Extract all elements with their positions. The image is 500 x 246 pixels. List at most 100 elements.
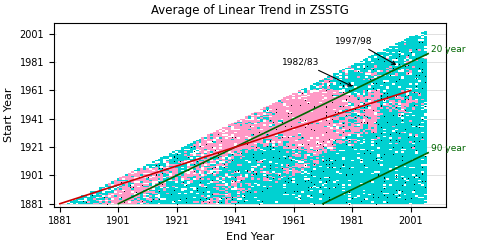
Point xyxy=(372,134,380,138)
Point xyxy=(304,142,312,146)
Point xyxy=(208,145,216,149)
Point xyxy=(272,127,280,131)
Point xyxy=(232,202,239,206)
Point xyxy=(304,101,312,105)
Point xyxy=(416,40,424,44)
Point xyxy=(325,162,333,166)
Point xyxy=(378,93,386,97)
Point xyxy=(319,159,327,163)
Point xyxy=(322,118,330,122)
Point xyxy=(406,50,414,54)
Point xyxy=(272,107,280,111)
Point xyxy=(302,125,310,129)
Point xyxy=(368,192,376,196)
Point xyxy=(176,159,184,163)
Point xyxy=(284,154,292,157)
Point xyxy=(368,81,376,85)
Point xyxy=(374,172,382,176)
Point xyxy=(392,175,400,179)
Point xyxy=(418,40,426,44)
Point xyxy=(275,149,283,153)
Point xyxy=(348,196,356,200)
Point xyxy=(325,121,333,125)
Point xyxy=(120,200,128,204)
Point xyxy=(158,171,166,175)
Point xyxy=(325,175,333,179)
Point xyxy=(325,137,333,140)
Point xyxy=(401,97,409,101)
Point xyxy=(360,108,368,112)
Point xyxy=(325,156,333,160)
Point xyxy=(319,192,327,196)
Point xyxy=(363,97,371,101)
Point xyxy=(395,62,403,65)
Point xyxy=(330,138,338,142)
Point xyxy=(214,151,222,155)
Point xyxy=(418,171,426,175)
Point xyxy=(214,132,222,136)
Point xyxy=(360,66,368,70)
Point xyxy=(190,169,198,173)
Point xyxy=(281,179,289,183)
Point xyxy=(158,182,166,186)
Point xyxy=(398,154,406,157)
Point xyxy=(170,188,178,192)
Point xyxy=(328,165,336,169)
Point xyxy=(249,132,257,136)
Point xyxy=(410,175,418,179)
Point xyxy=(243,141,251,145)
Point xyxy=(389,113,397,117)
Point xyxy=(232,169,239,173)
Point xyxy=(319,202,327,206)
Point xyxy=(322,106,330,109)
Point xyxy=(322,89,330,92)
Point xyxy=(354,97,362,101)
Point xyxy=(190,162,198,166)
Point xyxy=(328,161,336,165)
Point xyxy=(287,178,295,182)
Point xyxy=(313,148,321,152)
Point xyxy=(342,97,350,101)
Point xyxy=(372,156,380,160)
Point xyxy=(232,179,239,183)
Point xyxy=(363,104,371,108)
Point xyxy=(325,83,333,87)
Point xyxy=(292,182,300,186)
Point xyxy=(302,179,310,183)
Point xyxy=(269,145,277,149)
Point xyxy=(208,171,216,175)
Point xyxy=(170,155,178,159)
Point xyxy=(178,181,186,184)
Point xyxy=(340,83,347,87)
Point xyxy=(264,132,272,136)
Point xyxy=(234,168,242,172)
Point xyxy=(156,181,164,184)
Point xyxy=(342,200,350,204)
Point xyxy=(264,144,272,148)
Point xyxy=(310,202,318,206)
Point xyxy=(272,110,280,114)
Point xyxy=(342,173,350,177)
Point xyxy=(275,173,283,177)
Point xyxy=(412,84,420,88)
Point xyxy=(412,148,420,152)
Point xyxy=(316,142,324,146)
Point xyxy=(404,72,411,76)
Point xyxy=(368,86,376,90)
Point xyxy=(401,108,409,112)
Point xyxy=(380,152,388,156)
Point xyxy=(146,199,154,203)
Point xyxy=(246,190,254,194)
Point xyxy=(395,188,403,192)
Point xyxy=(398,183,406,187)
Point xyxy=(410,188,418,192)
Point xyxy=(228,179,236,183)
Point xyxy=(345,138,353,142)
Point xyxy=(404,53,411,57)
Point xyxy=(334,110,342,114)
Point xyxy=(170,199,178,203)
Point xyxy=(126,183,134,187)
Point xyxy=(234,169,242,173)
Point xyxy=(395,193,403,197)
Point xyxy=(340,124,347,128)
